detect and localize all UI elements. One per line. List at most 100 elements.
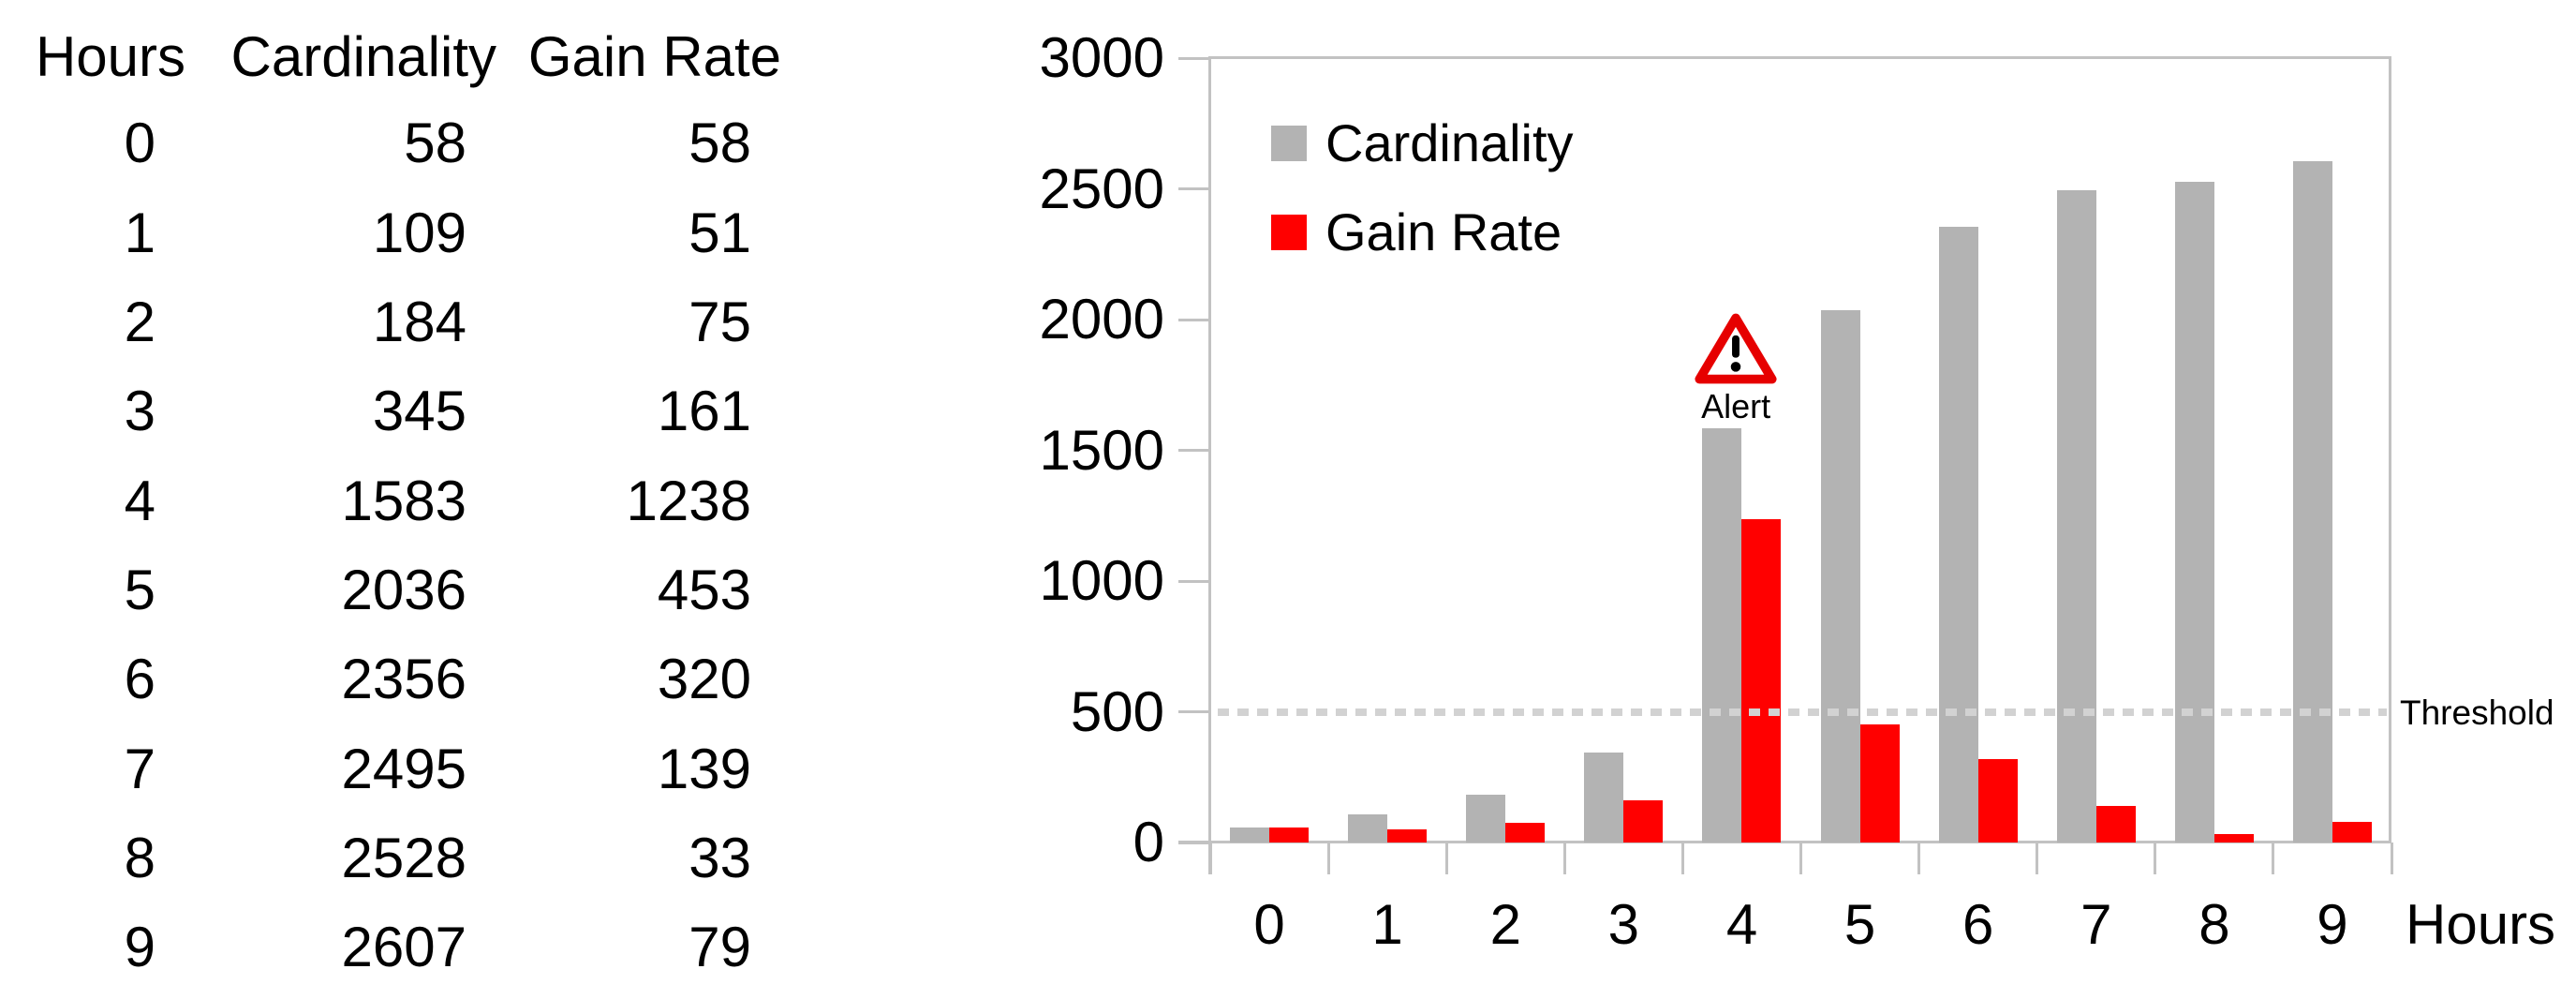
x-tick — [2390, 842, 2393, 874]
y-tick-label: 2000 — [1039, 288, 1164, 350]
table-cell: 320 — [657, 648, 751, 711]
alert-annotation: Alert — [1695, 313, 1777, 425]
x-tick-label: 9 — [2317, 893, 2348, 956]
column-header: Cardinality — [230, 24, 496, 88]
x-tick-label: 7 — [2080, 893, 2112, 956]
table-cell: 2 — [124, 291, 155, 354]
bar-gain-rate — [2095, 806, 2136, 842]
bar-cardinality — [1230, 827, 1269, 842]
table-cell: 453 — [657, 558, 751, 621]
table-cell: 2356 — [341, 648, 466, 711]
table-cell: 6 — [124, 648, 155, 711]
y-tick — [1178, 56, 1210, 60]
x-tick — [1208, 842, 1212, 874]
table-cell: 9 — [124, 916, 155, 979]
table-cell: 51 — [688, 201, 751, 264]
x-tick-label: 0 — [1253, 893, 1285, 956]
warning-triangle-icon — [1695, 313, 1777, 384]
x-axis-line — [1178, 841, 2391, 843]
bar-cardinality — [2056, 189, 2096, 842]
legend-swatch-cardinality — [1271, 126, 1307, 161]
y-tick-label: 0 — [1133, 811, 1164, 873]
x-tick — [2154, 842, 2157, 874]
table-cell: 8 — [124, 826, 155, 889]
y-tick-label: 3000 — [1039, 26, 1164, 89]
y-tick — [1178, 187, 1210, 190]
bar-gain-rate — [1623, 800, 1664, 842]
y-tick — [1178, 449, 1210, 452]
table-cell: 1 — [124, 201, 155, 264]
y-tick-label: 2500 — [1039, 157, 1164, 220]
table-cell: 2528 — [341, 826, 466, 889]
table-cell: 109 — [372, 201, 466, 264]
x-tick-label: 4 — [1725, 893, 1758, 956]
x-tick — [1799, 842, 1802, 874]
y-tick — [1178, 318, 1210, 321]
x-tick — [1562, 842, 1566, 874]
bar-gain-rate — [1387, 828, 1428, 842]
data-table: Hours Cardinality Gain Rate 0 58 58 1 109 51 2 184… — [26, 9, 781, 992]
y-tick-label: 500 — [1070, 679, 1164, 743]
y-tick — [1178, 841, 1210, 844]
bar-cardinality — [1938, 226, 1978, 842]
bar-cardinality — [1584, 752, 1624, 842]
bar-cardinality — [1820, 310, 1860, 842]
table-cell: 4 — [124, 469, 155, 532]
bar-gain-rate — [1859, 723, 1900, 842]
bar-gain-rate — [1505, 823, 1546, 842]
table-cell: 161 — [657, 380, 751, 443]
table-cell: 139 — [657, 737, 751, 800]
threshold-line — [1218, 708, 2387, 716]
table-cell: 345 — [372, 380, 466, 443]
y-tick-label: 1000 — [1039, 549, 1164, 612]
table-cell: 75 — [688, 291, 751, 354]
table-cell: 2036 — [341, 558, 466, 621]
bar-cardinality — [2174, 181, 2214, 842]
x-tick — [2272, 842, 2275, 874]
legend-swatch-gain-rate — [1271, 215, 1307, 250]
bar-cardinality — [1348, 813, 1388, 842]
x-axis-label: Hours — [2406, 893, 2556, 956]
x-tick — [2036, 842, 2039, 874]
bar-gain-rate — [1977, 758, 2018, 842]
x-tick — [1680, 842, 1684, 874]
table-cell: 2495 — [341, 737, 466, 800]
bar-cardinality — [1702, 428, 1742, 842]
threshold-label: Threshold — [2400, 693, 2554, 732]
plot-right-border — [2389, 56, 2391, 842]
x-tick-label: 5 — [1843, 893, 1876, 956]
column-header: Gain Rate — [527, 24, 781, 88]
table-cell: 79 — [688, 916, 751, 979]
bar-gain-rate — [1741, 518, 1782, 842]
x-tick — [1917, 842, 1921, 874]
x-tick-label: 1 — [1371, 893, 1403, 956]
x-tick-label: 6 — [1962, 893, 1994, 956]
table-cell: 2607 — [341, 916, 466, 979]
table-cell: 7 — [124, 737, 155, 800]
table-cell: 58 — [688, 112, 751, 175]
bar-gain-rate — [1269, 827, 1309, 842]
x-tick-label: 8 — [2198, 893, 2230, 956]
table-cell: 33 — [688, 826, 751, 889]
table-cell: 5 — [124, 558, 155, 621]
y-axis-line — [1208, 56, 1211, 874]
y-tick-label: 1500 — [1039, 418, 1164, 482]
table-cell: 184 — [372, 291, 466, 354]
table-cell: 0 — [124, 112, 155, 175]
y-tick — [1178, 710, 1210, 713]
alert-label: Alert — [1701, 387, 1771, 425]
x-tick-label: 2 — [1489, 893, 1521, 956]
y-tick — [1178, 579, 1210, 583]
bar-gain-rate — [2213, 833, 2254, 842]
table-cell: 3 — [124, 380, 155, 443]
table-cell: 1583 — [341, 469, 466, 532]
bar-cardinality — [1466, 794, 1506, 842]
table-cell: 1238 — [626, 469, 751, 532]
table-cell: 58 — [404, 112, 466, 175]
legend-label: Cardinality — [1325, 113, 1574, 172]
plot-top-border — [1210, 56, 2391, 59]
x-tick — [1444, 842, 1448, 874]
x-tick — [1326, 842, 1330, 874]
column-header: Hours — [35, 24, 185, 88]
